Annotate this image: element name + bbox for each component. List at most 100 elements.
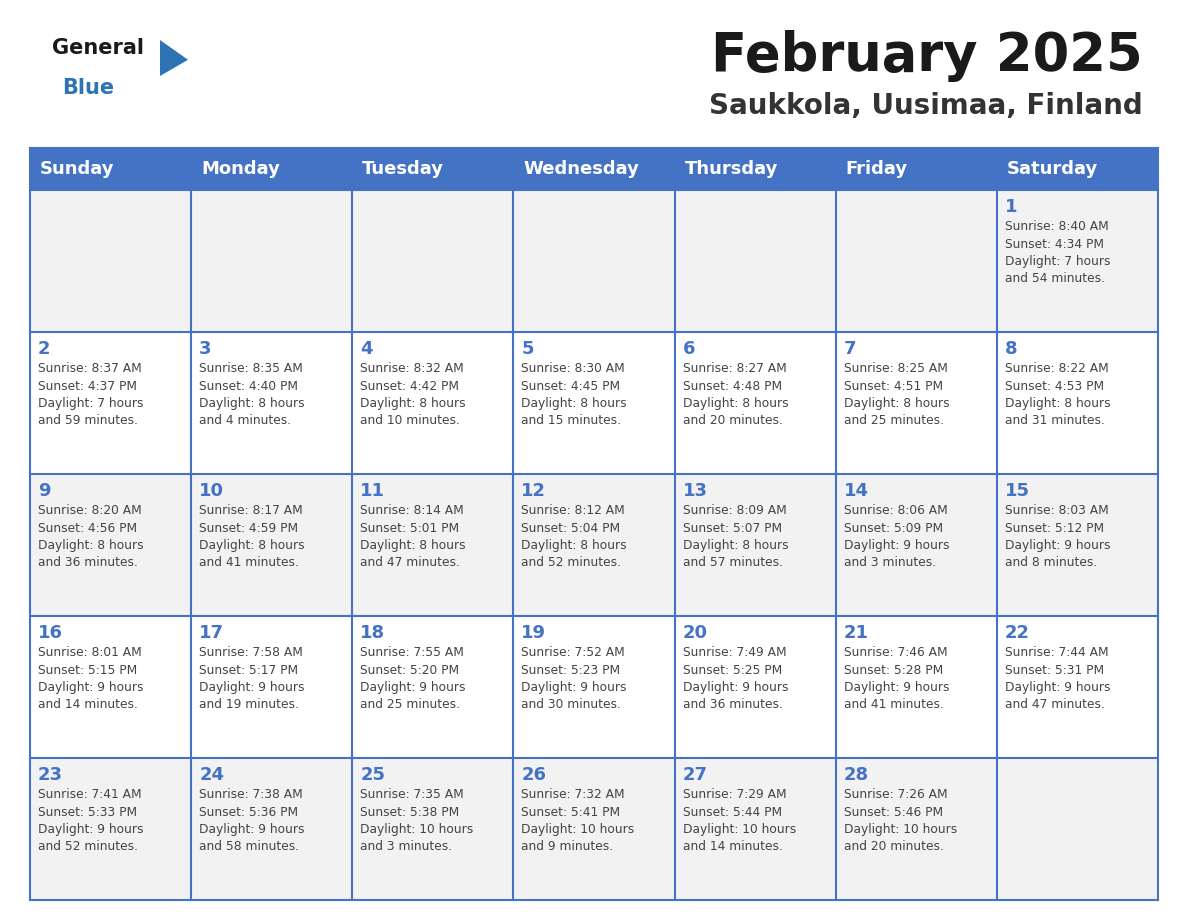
Text: Sunrise: 8:14 AM
Sunset: 5:01 PM
Daylight: 8 hours
and 47 minutes.: Sunrise: 8:14 AM Sunset: 5:01 PM Dayligh… — [360, 504, 466, 569]
Bar — [353, 148, 513, 190]
Text: Sunrise: 8:03 AM
Sunset: 5:12 PM
Daylight: 9 hours
and 8 minutes.: Sunrise: 8:03 AM Sunset: 5:12 PM Dayligh… — [1005, 504, 1111, 569]
Text: Thursday: Thursday — [684, 160, 778, 178]
Bar — [835, 758, 997, 900]
Text: 14: 14 — [843, 482, 868, 500]
Text: 13: 13 — [683, 482, 708, 500]
Text: 21: 21 — [843, 624, 868, 642]
Text: Friday: Friday — [846, 160, 908, 178]
Text: Sunrise: 8:27 AM
Sunset: 4:48 PM
Daylight: 8 hours
and 20 minutes.: Sunrise: 8:27 AM Sunset: 4:48 PM Dayligh… — [683, 362, 788, 428]
Text: 23: 23 — [38, 766, 63, 784]
Bar — [997, 616, 1158, 758]
Text: 10: 10 — [200, 482, 225, 500]
Text: Sunrise: 8:20 AM
Sunset: 4:56 PM
Daylight: 8 hours
and 36 minutes.: Sunrise: 8:20 AM Sunset: 4:56 PM Dayligh… — [38, 504, 144, 569]
Bar — [513, 148, 675, 190]
Text: Sunrise: 7:46 AM
Sunset: 5:28 PM
Daylight: 9 hours
and 41 minutes.: Sunrise: 7:46 AM Sunset: 5:28 PM Dayligh… — [843, 646, 949, 711]
Bar — [997, 474, 1158, 616]
Polygon shape — [160, 40, 188, 76]
Text: Sunrise: 8:01 AM
Sunset: 5:15 PM
Daylight: 9 hours
and 14 minutes.: Sunrise: 8:01 AM Sunset: 5:15 PM Dayligh… — [38, 646, 144, 711]
Text: Sunrise: 8:17 AM
Sunset: 4:59 PM
Daylight: 8 hours
and 41 minutes.: Sunrise: 8:17 AM Sunset: 4:59 PM Dayligh… — [200, 504, 305, 569]
Bar — [191, 332, 353, 474]
Text: 17: 17 — [200, 624, 225, 642]
Text: Sunrise: 7:29 AM
Sunset: 5:44 PM
Daylight: 10 hours
and 14 minutes.: Sunrise: 7:29 AM Sunset: 5:44 PM Dayligh… — [683, 788, 796, 854]
Text: 12: 12 — [522, 482, 546, 500]
Text: Sunrise: 8:32 AM
Sunset: 4:42 PM
Daylight: 8 hours
and 10 minutes.: Sunrise: 8:32 AM Sunset: 4:42 PM Dayligh… — [360, 362, 466, 428]
Text: Sunrise: 8:22 AM
Sunset: 4:53 PM
Daylight: 8 hours
and 31 minutes.: Sunrise: 8:22 AM Sunset: 4:53 PM Dayligh… — [1005, 362, 1111, 428]
Bar — [675, 616, 835, 758]
Text: 25: 25 — [360, 766, 385, 784]
Bar — [997, 148, 1158, 190]
Text: 4: 4 — [360, 340, 373, 358]
Text: 20: 20 — [683, 624, 708, 642]
Text: 26: 26 — [522, 766, 546, 784]
Text: Sunrise: 8:09 AM
Sunset: 5:07 PM
Daylight: 8 hours
and 57 minutes.: Sunrise: 8:09 AM Sunset: 5:07 PM Dayligh… — [683, 504, 788, 569]
Text: 15: 15 — [1005, 482, 1030, 500]
Text: 5: 5 — [522, 340, 533, 358]
Text: Sunrise: 8:06 AM
Sunset: 5:09 PM
Daylight: 9 hours
and 3 minutes.: Sunrise: 8:06 AM Sunset: 5:09 PM Dayligh… — [843, 504, 949, 569]
Text: Sunrise: 7:38 AM
Sunset: 5:36 PM
Daylight: 9 hours
and 58 minutes.: Sunrise: 7:38 AM Sunset: 5:36 PM Dayligh… — [200, 788, 304, 854]
Text: Sunrise: 8:40 AM
Sunset: 4:34 PM
Daylight: 7 hours
and 54 minutes.: Sunrise: 8:40 AM Sunset: 4:34 PM Dayligh… — [1005, 220, 1111, 285]
Text: 19: 19 — [522, 624, 546, 642]
Bar — [997, 332, 1158, 474]
Bar — [30, 332, 191, 474]
Text: Sunrise: 7:55 AM
Sunset: 5:20 PM
Daylight: 9 hours
and 25 minutes.: Sunrise: 7:55 AM Sunset: 5:20 PM Dayligh… — [360, 646, 466, 711]
Bar — [997, 758, 1158, 900]
Text: 6: 6 — [683, 340, 695, 358]
Bar — [835, 332, 997, 474]
Text: Monday: Monday — [201, 160, 280, 178]
Bar — [835, 148, 997, 190]
Bar — [513, 332, 675, 474]
Bar — [675, 474, 835, 616]
Text: 11: 11 — [360, 482, 385, 500]
Bar — [835, 474, 997, 616]
Text: 7: 7 — [843, 340, 857, 358]
Text: 1: 1 — [1005, 198, 1017, 216]
Bar — [675, 148, 835, 190]
Bar — [30, 474, 191, 616]
Text: General: General — [52, 38, 144, 58]
Text: Sunrise: 8:30 AM
Sunset: 4:45 PM
Daylight: 8 hours
and 15 minutes.: Sunrise: 8:30 AM Sunset: 4:45 PM Dayligh… — [522, 362, 627, 428]
Bar — [353, 332, 513, 474]
Bar — [353, 190, 513, 332]
Text: Saukkola, Uusimaa, Finland: Saukkola, Uusimaa, Finland — [709, 92, 1143, 120]
Bar — [513, 758, 675, 900]
Bar — [191, 190, 353, 332]
Text: 9: 9 — [38, 482, 51, 500]
Text: 24: 24 — [200, 766, 225, 784]
Bar — [30, 148, 191, 190]
Text: 8: 8 — [1005, 340, 1017, 358]
Bar — [30, 190, 191, 332]
Text: Sunrise: 7:58 AM
Sunset: 5:17 PM
Daylight: 9 hours
and 19 minutes.: Sunrise: 7:58 AM Sunset: 5:17 PM Dayligh… — [200, 646, 304, 711]
Text: 2: 2 — [38, 340, 51, 358]
Text: Sunrise: 8:12 AM
Sunset: 5:04 PM
Daylight: 8 hours
and 52 minutes.: Sunrise: 8:12 AM Sunset: 5:04 PM Dayligh… — [522, 504, 627, 569]
Text: 22: 22 — [1005, 624, 1030, 642]
Bar — [997, 190, 1158, 332]
Bar — [353, 758, 513, 900]
Bar — [835, 616, 997, 758]
Text: Sunrise: 7:35 AM
Sunset: 5:38 PM
Daylight: 10 hours
and 3 minutes.: Sunrise: 7:35 AM Sunset: 5:38 PM Dayligh… — [360, 788, 474, 854]
Bar — [835, 190, 997, 332]
Bar — [353, 616, 513, 758]
Text: Sunrise: 7:52 AM
Sunset: 5:23 PM
Daylight: 9 hours
and 30 minutes.: Sunrise: 7:52 AM Sunset: 5:23 PM Dayligh… — [522, 646, 627, 711]
Bar — [513, 190, 675, 332]
Bar — [191, 616, 353, 758]
Text: Sunrise: 7:32 AM
Sunset: 5:41 PM
Daylight: 10 hours
and 9 minutes.: Sunrise: 7:32 AM Sunset: 5:41 PM Dayligh… — [522, 788, 634, 854]
Bar — [513, 616, 675, 758]
Bar — [675, 332, 835, 474]
Text: February 2025: February 2025 — [712, 30, 1143, 82]
Text: Blue: Blue — [62, 78, 114, 98]
Text: Sunrise: 8:25 AM
Sunset: 4:51 PM
Daylight: 8 hours
and 25 minutes.: Sunrise: 8:25 AM Sunset: 4:51 PM Dayligh… — [843, 362, 949, 428]
Text: Sunrise: 7:49 AM
Sunset: 5:25 PM
Daylight: 9 hours
and 36 minutes.: Sunrise: 7:49 AM Sunset: 5:25 PM Dayligh… — [683, 646, 788, 711]
Text: 28: 28 — [843, 766, 868, 784]
Text: Sunrise: 7:41 AM
Sunset: 5:33 PM
Daylight: 9 hours
and 52 minutes.: Sunrise: 7:41 AM Sunset: 5:33 PM Dayligh… — [38, 788, 144, 854]
Text: Saturday: Saturday — [1007, 160, 1098, 178]
Bar — [30, 758, 191, 900]
Bar — [191, 758, 353, 900]
Bar — [513, 474, 675, 616]
Bar — [191, 474, 353, 616]
Text: Tuesday: Tuesday — [362, 160, 444, 178]
Bar — [675, 758, 835, 900]
Text: Sunrise: 8:35 AM
Sunset: 4:40 PM
Daylight: 8 hours
and 4 minutes.: Sunrise: 8:35 AM Sunset: 4:40 PM Dayligh… — [200, 362, 305, 428]
Bar — [191, 148, 353, 190]
Bar — [30, 616, 191, 758]
Text: 16: 16 — [38, 624, 63, 642]
